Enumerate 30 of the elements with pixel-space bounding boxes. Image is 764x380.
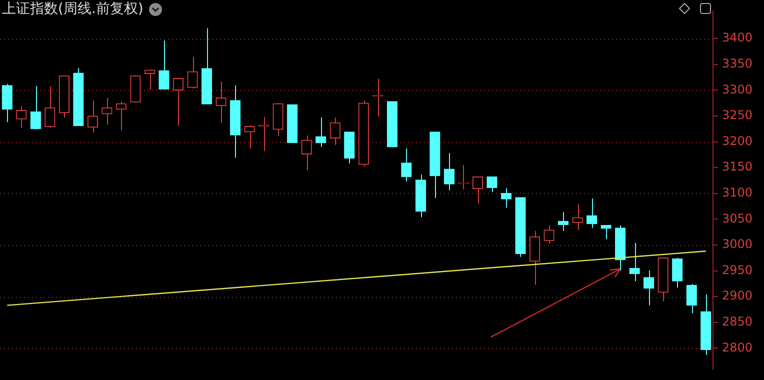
y-tick-label: 3150 [722, 160, 753, 174]
candlestick [572, 204, 583, 230]
candlestick [672, 257, 683, 288]
candlestick [44, 86, 56, 128]
candlestick [102, 97, 112, 126]
y-tick-label: 3350 [722, 56, 753, 70]
candlestick [316, 117, 326, 148]
candlestick [244, 124, 255, 149]
y-tick-label: 3300 [722, 82, 753, 96]
chart-title: 上证指数(周线.前复权) [2, 0, 144, 18]
candlestick [158, 40, 170, 90]
y-tick-label: 3100 [722, 185, 753, 200]
candlestick [116, 101, 127, 131]
candlestick [529, 230, 540, 286]
y-tick-label: 2850 [722, 314, 753, 328]
y-tick-label: 3200 [722, 134, 753, 148]
candlestick [144, 69, 156, 90]
candlestick [2, 83, 12, 123]
candlestick [500, 188, 512, 208]
candlestick [686, 284, 697, 314]
candlestick [600, 224, 612, 240]
y-tick-label: 3400 [722, 30, 753, 45]
candlestick [629, 242, 640, 282]
y-tick-label: 2800 [722, 340, 753, 354]
candlestick [458, 164, 469, 190]
y-tick-label: 2950 [722, 262, 753, 277]
y-tick-label: 3250 [722, 108, 753, 122]
y-tick-label: 3000 [722, 237, 753, 252]
y-tick-label: 3050 [722, 211, 753, 226]
y-tick-label: 2900 [722, 288, 753, 303]
